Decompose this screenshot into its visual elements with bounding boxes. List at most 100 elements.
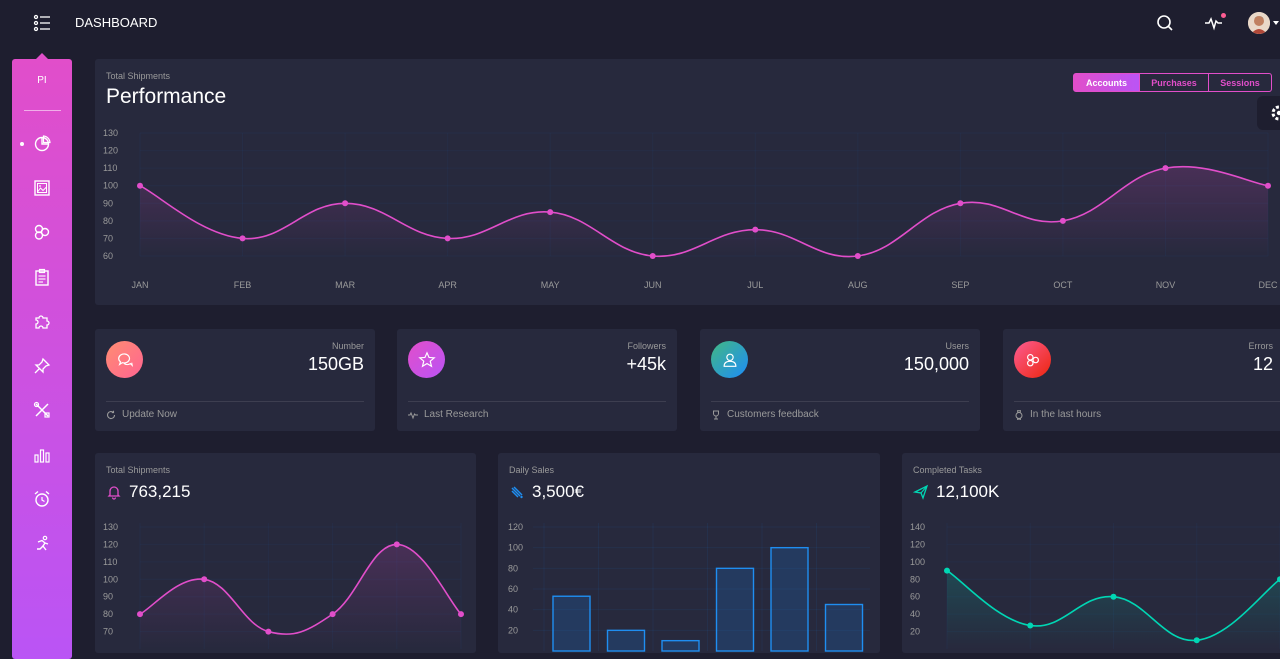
stat-card-errors: Errors 12 In the last hours bbox=[1003, 329, 1280, 431]
tools-icon[interactable] bbox=[30, 398, 54, 422]
y-tick-label: 130 bbox=[103, 128, 118, 138]
performance-card: Total Shipments Performance Accounts Pur… bbox=[95, 59, 1280, 305]
daily-sales-card: Daily Sales 3,500€ 120 100 80 60 40 20 bbox=[498, 453, 880, 653]
y-tick-label: 100 bbox=[508, 543, 523, 553]
top-navbar: DASHBOARD bbox=[0, 0, 1280, 46]
stat-label: Users bbox=[945, 341, 969, 351]
x-tick-label: JAN bbox=[131, 280, 148, 290]
y-tick-label: 110 bbox=[103, 163, 117, 173]
puzzle-icon[interactable] bbox=[30, 309, 54, 333]
card-subtitle: Total Shipments bbox=[106, 71, 171, 81]
y-tick-label: 100 bbox=[910, 557, 925, 567]
total-shipments-chart: 130 120 110 100 90 80 70 bbox=[103, 522, 464, 649]
y-tick-label: 140 bbox=[910, 522, 925, 532]
stat-footer-text[interactable]: In the last hours bbox=[1030, 409, 1102, 420]
stat-footer[interactable]: Update Now bbox=[106, 409, 177, 420]
data-point bbox=[1059, 217, 1066, 224]
data-point bbox=[329, 611, 336, 618]
x-tick-label: MAY bbox=[541, 280, 560, 290]
stat-card-number: Number 150GB Update Now bbox=[95, 329, 375, 431]
sound-wave-icon bbox=[408, 411, 418, 419]
avatar[interactable] bbox=[1248, 12, 1270, 34]
x-tick-label: JUN bbox=[644, 280, 662, 290]
star-icon bbox=[417, 350, 436, 368]
stat-icon-bg bbox=[106, 341, 143, 378]
y-tick-label: 80 bbox=[103, 216, 113, 226]
settings-toggle[interactable] bbox=[1257, 96, 1280, 130]
x-tick-label: OCT bbox=[1053, 280, 1073, 290]
active-indicator bbox=[20, 142, 24, 146]
activity-icon[interactable] bbox=[1202, 11, 1226, 35]
stat-footer-text[interactable]: Last Research bbox=[424, 409, 489, 420]
y-tick-label: 110 bbox=[103, 557, 117, 567]
stat-value: 12 bbox=[1252, 354, 1273, 374]
data-point bbox=[1193, 637, 1200, 644]
x-tick-label: DEC bbox=[1258, 280, 1278, 290]
sidebar-logo[interactable]: PI bbox=[37, 75, 47, 86]
data-point bbox=[137, 611, 143, 618]
stat-footer[interactable]: In the last hours bbox=[1014, 409, 1101, 420]
stat-icon-bg bbox=[711, 341, 748, 378]
stat-footer[interactable]: Last Research bbox=[408, 409, 488, 420]
card-title: Performance bbox=[106, 85, 227, 108]
user-icon bbox=[723, 353, 736, 367]
y-tick-label: 60 bbox=[508, 584, 518, 594]
x-tick-label: JUL bbox=[747, 280, 763, 290]
x-tick-label: FEB bbox=[234, 280, 252, 290]
image-icon[interactable] bbox=[30, 176, 54, 200]
data-point bbox=[265, 628, 272, 635]
series-area bbox=[947, 570, 1280, 649]
molecule-icon bbox=[1026, 353, 1039, 366]
stat-footer[interactable]: Customers feedback bbox=[711, 409, 819, 420]
data-point bbox=[1110, 593, 1117, 600]
stat-value: +45k bbox=[626, 354, 666, 374]
data-point bbox=[458, 611, 464, 618]
divider bbox=[408, 401, 666, 402]
data-point bbox=[547, 209, 554, 216]
card-value: 12,100K bbox=[936, 482, 1000, 501]
brand-title[interactable]: DASHBOARD bbox=[75, 15, 158, 30]
y-tick-label: 70 bbox=[103, 627, 113, 637]
clipboard-icon[interactable] bbox=[30, 265, 54, 289]
delivery-icon bbox=[511, 486, 523, 499]
trophy-icon bbox=[713, 410, 719, 419]
total-shipments-card: Total Shipments 763,215 130 120 110 100 90 80… bbox=[95, 453, 476, 653]
stat-card-users: Users 150,000 Customers feedback bbox=[700, 329, 980, 431]
stat-label: Followers bbox=[627, 341, 666, 351]
bar bbox=[606, 629, 646, 652]
divider bbox=[711, 401, 969, 402]
stat-footer-text[interactable]: Customers feedback bbox=[727, 409, 819, 420]
atom-icon[interactable] bbox=[30, 220, 54, 244]
search-icon[interactable] bbox=[1153, 11, 1177, 35]
bar bbox=[715, 567, 755, 652]
data-point bbox=[444, 235, 451, 242]
y-tick-label: 40 bbox=[508, 605, 518, 615]
card-subtitle: Daily Sales bbox=[509, 465, 555, 475]
completed-tasks-chart: 140 120 100 80 60 40 20 bbox=[910, 522, 1280, 649]
x-tick-label: SEP bbox=[951, 280, 969, 290]
data-point bbox=[957, 200, 964, 207]
chat-icon bbox=[117, 352, 133, 367]
daily-sales-chart: 120 100 80 60 40 20 bbox=[508, 522, 870, 652]
chart-pie-icon[interactable] bbox=[30, 132, 54, 156]
y-tick-label: 120 bbox=[508, 522, 523, 532]
data-point bbox=[1277, 576, 1280, 583]
stat-card-followers: Followers +45k Last Research bbox=[397, 329, 677, 431]
x-tick-label: NOV bbox=[1156, 280, 1176, 290]
stat-footer-text[interactable]: Update Now bbox=[122, 409, 178, 420]
chevron-down-icon[interactable] bbox=[1273, 21, 1279, 25]
y-tick-label: 100 bbox=[103, 181, 118, 191]
card-subtitle: Total Shipments bbox=[106, 465, 171, 475]
pin-icon[interactable] bbox=[30, 354, 54, 378]
bar-chart-icon[interactable] bbox=[30, 443, 54, 467]
menu-icon[interactable] bbox=[30, 12, 54, 34]
sidebar-divider bbox=[24, 110, 61, 111]
divider bbox=[106, 401, 364, 402]
tab-sessions[interactable]: Sessions bbox=[1208, 73, 1272, 92]
bar bbox=[661, 639, 700, 652]
runner-icon[interactable] bbox=[30, 532, 54, 556]
sidebar: PI bbox=[12, 59, 72, 659]
send-icon bbox=[913, 484, 929, 500]
bar bbox=[824, 603, 864, 652]
alarm-clock-icon[interactable] bbox=[30, 487, 54, 511]
